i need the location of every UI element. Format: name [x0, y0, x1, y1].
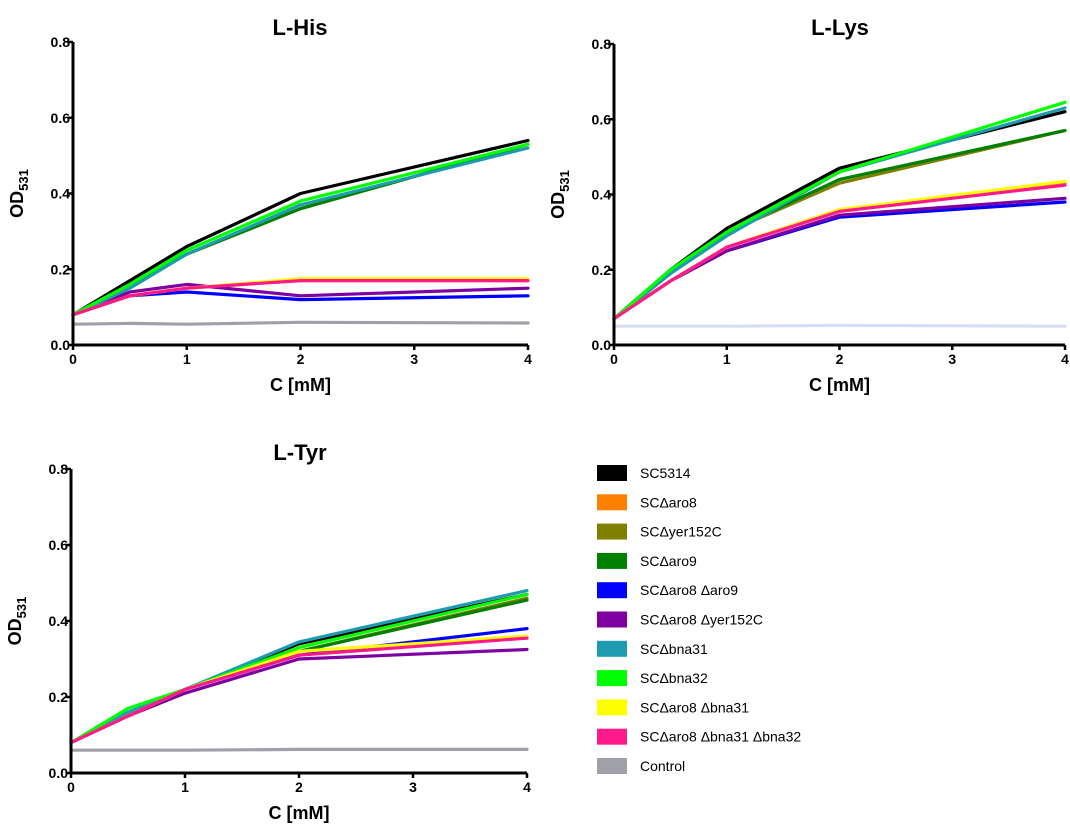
series-line-sc-yer152c	[69, 596, 529, 745]
legend-item-sc-yer152c: SCΔyer152C	[597, 523, 722, 540]
x-tick-label: 1	[183, 351, 191, 367]
legend-label: SC5314	[640, 465, 691, 481]
series-line-sc-yer152c	[612, 128, 1067, 321]
legend-label: SCΔbna31	[640, 641, 708, 657]
series-line-control	[612, 323, 1067, 328]
x-tick-label: 1	[181, 779, 189, 795]
legend-item-sc-bna31: SCΔbna31	[597, 640, 708, 657]
x-tick-label: 0	[69, 351, 77, 367]
chart-title: L-His	[273, 15, 328, 40]
chart-l-his: L-His 0.0 0.2 0.4 0.6 0.8 0 1 2 3 4 C [mM] OD531	[7, 15, 532, 395]
series-line-sc-aro8-yer152c	[612, 196, 1067, 321]
legend-label: SCΔaro9	[640, 553, 697, 569]
legend: SC5314 SCΔaro8 SCΔyer152C SCΔaro9 SCΔaro8 Δa…	[597, 465, 801, 774]
series-line-sc-aro8-yer152c	[69, 647, 529, 745]
legend-swatch	[597, 523, 627, 540]
x-axis-label: C [mM]	[269, 803, 330, 823]
y-tick-label: 0.0	[49, 765, 69, 781]
legend-swatch	[597, 582, 627, 599]
legend-label: SCΔaro8 Δbna31 Δbna32	[640, 729, 801, 745]
y-axis-label: OD531	[5, 597, 29, 646]
series-line-sc-aro8-aro9	[69, 626, 529, 745]
chart-title: L-Tyr	[273, 440, 327, 465]
x-tick-label: 2	[297, 351, 305, 367]
x-tick-label: 4	[523, 779, 531, 795]
y-tick-label: 0.4	[49, 613, 69, 629]
y-tick-label: 0.6	[49, 537, 69, 553]
y-tick-label: 0.0	[51, 337, 71, 353]
series-line-sc-aro9	[612, 128, 1067, 321]
x-tick-label: 2	[836, 351, 844, 367]
chart-l-lys: L-Lys 0.0 0.2 0.4 0.6 0.8 0 1 2 3 4 C [mM] OD531	[548, 15, 1069, 395]
series-line-sc-bna31	[612, 106, 1067, 321]
x-tick-label: 4	[1061, 351, 1069, 367]
series-line-sc-aro8-bna31-bna32	[612, 183, 1067, 321]
y-tick-label: 0.2	[49, 689, 69, 705]
x-tick-label: 3	[409, 779, 417, 795]
series-line-control	[71, 320, 530, 326]
legend-swatch	[597, 611, 627, 628]
x-tick-label: 1	[723, 351, 731, 367]
legend-label: Control	[640, 758, 685, 774]
x-tick-label: 0	[610, 351, 618, 367]
x-tick-label: 0	[67, 779, 75, 795]
series-line-sc5314	[71, 138, 530, 317]
y-tick-label: 0.4	[51, 186, 71, 202]
legend-item-sc-aro8: SCΔaro8	[597, 494, 697, 511]
series-line-sc-bna31	[71, 146, 530, 317]
x-axis-label: C [mM]	[270, 375, 331, 395]
legend-item-sc-aro8-bna31: SCΔaro8 Δbna31	[597, 699, 749, 716]
chart-title: L-Lys	[811, 15, 869, 40]
y-tick-label: 0.2	[51, 261, 71, 277]
legend-item-sc-bna32: SCΔbna32	[597, 670, 708, 687]
chart-l-tyr: L-Tyr 0.0 0.2 0.4 0.6 0.8 0 1 2 3 4 C [mM] OD531	[5, 440, 531, 823]
y-axis-label: OD531	[7, 169, 31, 218]
legend-label: SCΔyer152C	[640, 524, 722, 540]
legend-swatch	[597, 640, 627, 657]
y-tick-label: 0.4	[592, 187, 612, 203]
y-tick-label: 0.8	[592, 36, 612, 52]
legend-swatch	[597, 670, 627, 687]
y-tick-label: 0.8	[51, 34, 71, 50]
legend-swatch	[597, 465, 627, 481]
y-axis-label: OD531	[548, 170, 572, 219]
series-line-control	[69, 747, 529, 752]
x-axis-label: C [mM]	[809, 375, 870, 395]
y-tick-label: 0.8	[49, 461, 69, 477]
legend-item-sc5314: SC5314	[597, 465, 691, 481]
y-tick-label: 0.0	[592, 337, 612, 353]
y-tick-label: 0.6	[51, 110, 71, 126]
x-tick-label: 2	[295, 779, 303, 795]
legend-item-sc-aro8-bna31-bna32: SCΔaro8 Δbna31 Δbna32	[597, 728, 801, 745]
legend-item-sc-aro8-aro9: SCΔaro8 Δaro9	[597, 582, 738, 599]
series-line-sc-aro8-bna31-bna32	[71, 279, 530, 317]
series-line-sc-aro8-yer152c	[71, 282, 530, 317]
legend-label: SCΔaro8	[640, 494, 697, 510]
legend-label: SCΔaro8 Δaro9	[640, 582, 738, 598]
legend-label: SCΔbna32	[640, 670, 708, 686]
legend-swatch	[597, 728, 627, 745]
y-tick-label: 0.2	[592, 262, 612, 278]
legend-label: SCΔaro8 Δyer152C	[640, 612, 763, 628]
legend-swatch	[597, 552, 627, 569]
legend-swatch	[597, 494, 627, 511]
series-line-sc-aro8-bna31-bna32	[69, 636, 529, 745]
legend-item-control: Control	[597, 758, 685, 774]
y-tick-label: 0.6	[592, 111, 612, 127]
legend-item-sc-aro8-yer152c: SCΔaro8 Δyer152C	[597, 611, 763, 628]
series-line-sc-bna32	[612, 100, 1067, 321]
legend-swatch	[597, 758, 627, 774]
x-tick-label: 3	[410, 351, 418, 367]
x-tick-label: 4	[524, 351, 532, 367]
series-line-sc-bna32	[71, 142, 530, 317]
series-line-sc-aro9	[69, 598, 529, 745]
x-tick-label: 3	[948, 351, 956, 367]
legend-label: SCΔaro8 Δbna31	[640, 699, 749, 715]
legend-swatch	[597, 699, 627, 716]
legend-item-sc-aro9: SCΔaro9	[597, 552, 697, 569]
